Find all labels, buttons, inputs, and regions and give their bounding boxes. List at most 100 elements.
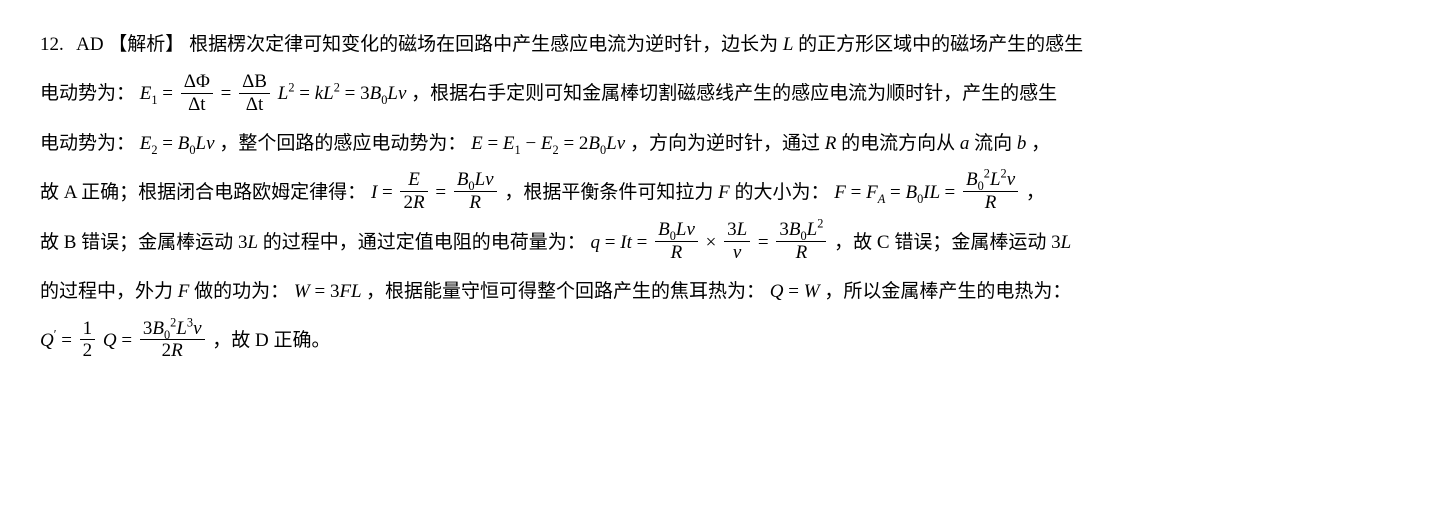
threeL-2: 3L xyxy=(1051,232,1071,253)
line-5: 故 B 错误；金属棒运动 3L 的过程中，通过定值电阻的电荷量为： q = It… xyxy=(40,218,1400,267)
FA: F xyxy=(866,182,878,203)
eq14: = xyxy=(637,232,652,253)
nL3: L xyxy=(676,219,687,240)
eq15: = xyxy=(758,232,773,253)
denR: R xyxy=(413,192,425,213)
sub1b: 1 xyxy=(515,143,521,157)
n3e: 3 xyxy=(143,318,153,339)
text-6a: 的过程中，外力 xyxy=(40,281,178,302)
problem-number: 12. xyxy=(40,34,64,55)
nB0c: B xyxy=(658,219,670,240)
Ws: W xyxy=(294,281,310,302)
E1s: E xyxy=(503,133,515,154)
eq7: = xyxy=(563,133,578,154)
line-1: 12. AD 【解析】 根据楞次定律可知变化的磁场在回路中产生感应电流为逆时针，… xyxy=(40,20,1400,69)
L-sq: L xyxy=(278,83,289,104)
eq-sign-2: = xyxy=(221,83,236,104)
eq-sign-4: = xyxy=(345,83,360,104)
d2: 2 xyxy=(162,340,172,361)
n3d: 3 xyxy=(330,281,340,302)
eq-sign: = xyxy=(162,83,177,104)
Qp: Q xyxy=(40,330,54,351)
den-dt2: Δt xyxy=(239,94,270,115)
Es: E xyxy=(471,133,483,154)
text-6c: ，根据能量守恒可得整个回路产生的焦耳热为： xyxy=(366,281,765,302)
text-7a: ，故 D 正确。 xyxy=(212,330,330,351)
line-7: Q′ = 1 2 Q = 3B02L3v 2R ，故 D 正确。 xyxy=(40,316,1400,365)
eq-QW: Q = W xyxy=(770,281,825,302)
text-6b: 做的功为： xyxy=(194,281,289,302)
L6: L xyxy=(930,182,940,203)
dR4: R xyxy=(796,242,808,263)
Its: It xyxy=(620,232,632,253)
num1: 1 xyxy=(80,319,96,341)
ns0e: 0 xyxy=(164,327,170,341)
prime: ′ xyxy=(54,328,57,342)
text-4c: 的大小为： xyxy=(734,182,829,203)
den2: 2 xyxy=(403,192,413,213)
frac-half: 1 2 xyxy=(80,319,96,362)
nB0b: B xyxy=(966,169,978,190)
num-db: ΔB xyxy=(239,72,270,94)
threeL-1: 3L xyxy=(238,232,258,253)
var-F2: F xyxy=(178,281,190,302)
nB0d: B xyxy=(789,219,801,240)
nB0: B xyxy=(457,169,469,190)
text-5c: ，故 C 错误；金属棒运动 xyxy=(834,232,1051,253)
eq-F: F = FA = B0IL = B02L2v R xyxy=(834,182,1026,203)
text-4a: 故 A 正确；根据闭合电路欧姆定律得： xyxy=(40,182,366,203)
den2b: 2 xyxy=(80,340,96,361)
eq9: = xyxy=(435,182,450,203)
dR5: R xyxy=(171,340,183,361)
dR: R xyxy=(469,192,481,213)
eq-W: W = 3FL xyxy=(294,281,366,302)
nv2: v xyxy=(1007,169,1015,190)
text-1b: 的正方形区域中的磁场产生的感生 xyxy=(798,34,1083,55)
Ws2: W xyxy=(804,281,820,302)
text-2b: ，根据右手定则可知金属棒切割磁感线产生的感应电流为顺时针，产生的感生 xyxy=(411,83,1057,104)
eq18: = xyxy=(61,330,76,351)
eq8: = xyxy=(382,182,397,203)
text-5a: 故 B 错误；金属棒运动 xyxy=(40,232,238,253)
L5: L xyxy=(606,133,617,154)
eq-Qprime: Q′ = 1 2 Q = 3B02L3v 2R xyxy=(40,330,212,351)
times1: × xyxy=(706,232,717,253)
nsup2c: 2 xyxy=(817,216,823,230)
eq-I: I = E 2R = B0Lv R xyxy=(371,182,504,203)
sup-2b: 2 xyxy=(334,81,340,95)
nv4: v xyxy=(193,318,201,339)
line-6: 的过程中，外力 F 做的功为： W = 3FL ，根据能量守恒可得整个回路产生的… xyxy=(40,267,1400,316)
nv: v xyxy=(485,169,493,190)
eq11: = xyxy=(890,182,905,203)
Fs: F xyxy=(834,182,846,203)
nB0e: B xyxy=(152,318,164,339)
var-a: a xyxy=(960,133,970,154)
B0d: B xyxy=(905,182,917,203)
eq-q: q = It = B0Lv R × 3L v = 3B0L2 R xyxy=(591,232,835,253)
minus1: − xyxy=(525,133,540,154)
sub-1: 1 xyxy=(151,93,157,107)
E2s2: E xyxy=(541,133,553,154)
L3: L xyxy=(387,83,398,104)
var-F: F xyxy=(718,182,730,203)
text-3d: 的电流方向从 xyxy=(841,133,960,154)
den-dt: Δt xyxy=(181,94,213,115)
F3: F xyxy=(339,281,351,302)
eq-E: E = E1 − E2 = 2B0Lv xyxy=(471,133,630,154)
var-R: R xyxy=(825,133,837,154)
eq16: = xyxy=(314,281,329,302)
dR3: R xyxy=(671,242,683,263)
answer-letters: AD xyxy=(76,34,103,55)
text-3a: 电动势为： xyxy=(40,133,135,154)
frac-B02L2v-R: B02L2v R xyxy=(963,170,1018,213)
line-4: 故 A 正确；根据闭合电路欧姆定律得： I = E 2R = B0Lv R ，根… xyxy=(40,168,1400,217)
L4: L xyxy=(196,133,207,154)
solution-text: 12. AD 【解析】 根据楞次定律可知变化的磁场在回路中产生感应电流为逆时针，… xyxy=(0,0,1440,396)
n2: 2 xyxy=(579,133,589,154)
text-3b: ，整个回路的感应电动势为： xyxy=(219,133,466,154)
n3c: 3 xyxy=(779,219,789,240)
ns0b: 0 xyxy=(978,179,984,193)
eq5: = xyxy=(162,133,177,154)
frac-E-2R: E 2R xyxy=(400,170,427,213)
Qs2: Q xyxy=(103,330,117,351)
